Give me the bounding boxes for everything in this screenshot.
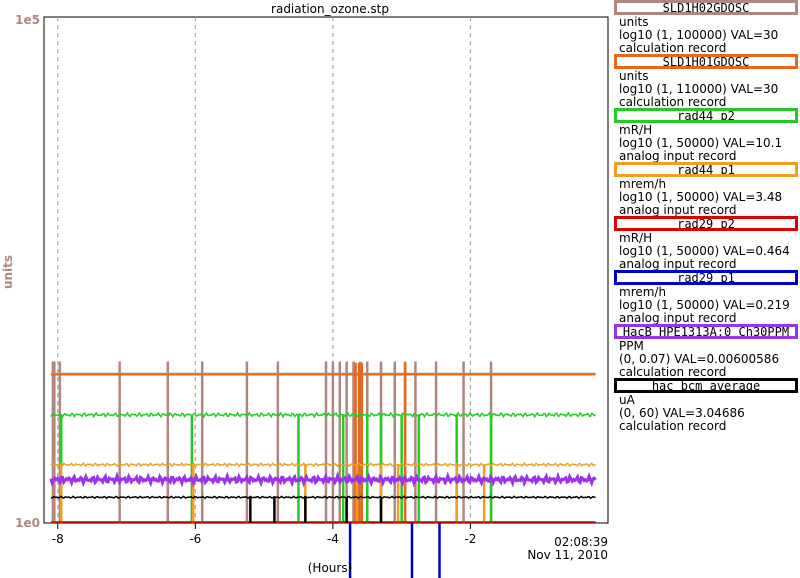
legend-scale: (0, 0.07) VAL=0.00600586 [619,352,780,366]
legend-record: analog input record [619,311,737,325]
y-min-label: 1e0 [15,516,40,530]
x-tick-label: -8 [52,532,64,546]
legend-record: calculation record [619,365,727,379]
series-rad29-p1 [348,523,441,578]
legend-entry-title: rad44_p2 [614,108,798,123]
series-hacb-hpe1313a-0-ch30ppm [49,471,597,488]
series-line [50,461,596,468]
legend-units: mrem/h [619,177,667,191]
legend-record: analog input record [619,149,737,163]
x-tick-label: -2 [464,532,476,546]
series-line [49,471,597,488]
legend-scale: (0, 60) VAL=3.04686 [619,406,745,420]
x-axis-label: (Hours) [308,561,353,575]
y-axis-label: units [1,255,15,289]
legend-units: mR/H [619,231,653,245]
legend-entry-title: SLD1H01GDOSC [614,54,798,69]
legend-units: PPM [619,339,644,353]
chart-title: radiation_ozone.stp [271,2,389,16]
legend-entry-title: SLD1H02GDOSC [614,0,798,15]
legend-scale: log10 (1, 110000) VAL=30 [619,82,779,96]
end-date-label: Nov 11, 2010 [527,548,608,562]
legend-entry-title: rad29_p1 [614,270,798,285]
y-max-label: 1e5 [15,13,40,27]
legend-entry-title: rad44_p1 [614,162,798,177]
legend-scale: log10 (1, 50000) VAL=0.219 [619,298,790,312]
legend-units: mR/H [619,123,653,137]
legend-record: calculation record [619,95,727,109]
data-series [49,361,597,578]
series-line [50,495,596,500]
end-time-label: 02:08:39 [554,535,608,549]
legend-units: uA [619,393,635,407]
legend-units: units [619,69,649,83]
legend-units: units [619,15,649,29]
series-line [50,411,596,419]
legend-scale: log10 (1, 50000) VAL=3.48 [619,190,783,204]
legend-entry-title: HacB_HPE1313A:0_Ch30PPM [614,324,798,339]
series-hac-bcm-average [50,495,596,523]
legend-scale: log10 (1, 50000) VAL=0.464 [619,244,790,258]
x-tick-label: -4 [327,532,339,546]
legend-scale: log10 (1, 50000) VAL=10.1 [619,136,783,150]
x-tick-label: -6 [189,532,201,546]
legend-record: calculation record [619,419,727,433]
legend-record: analog input record [619,257,737,271]
legend-entry-title: rad29_p2 [614,216,798,231]
x-ticks: -8 -6 -4 -2 [52,523,476,546]
legend-entry-title: hac_bcm_average [614,378,798,393]
legend-units: mrem/h [619,285,667,299]
legend-record: calculation record [619,41,727,55]
series-sld1h01gdosc [50,362,596,523]
legend-record: analog input record [619,203,737,217]
legend-scale: log10 (1, 100000) VAL=30 [619,28,779,42]
